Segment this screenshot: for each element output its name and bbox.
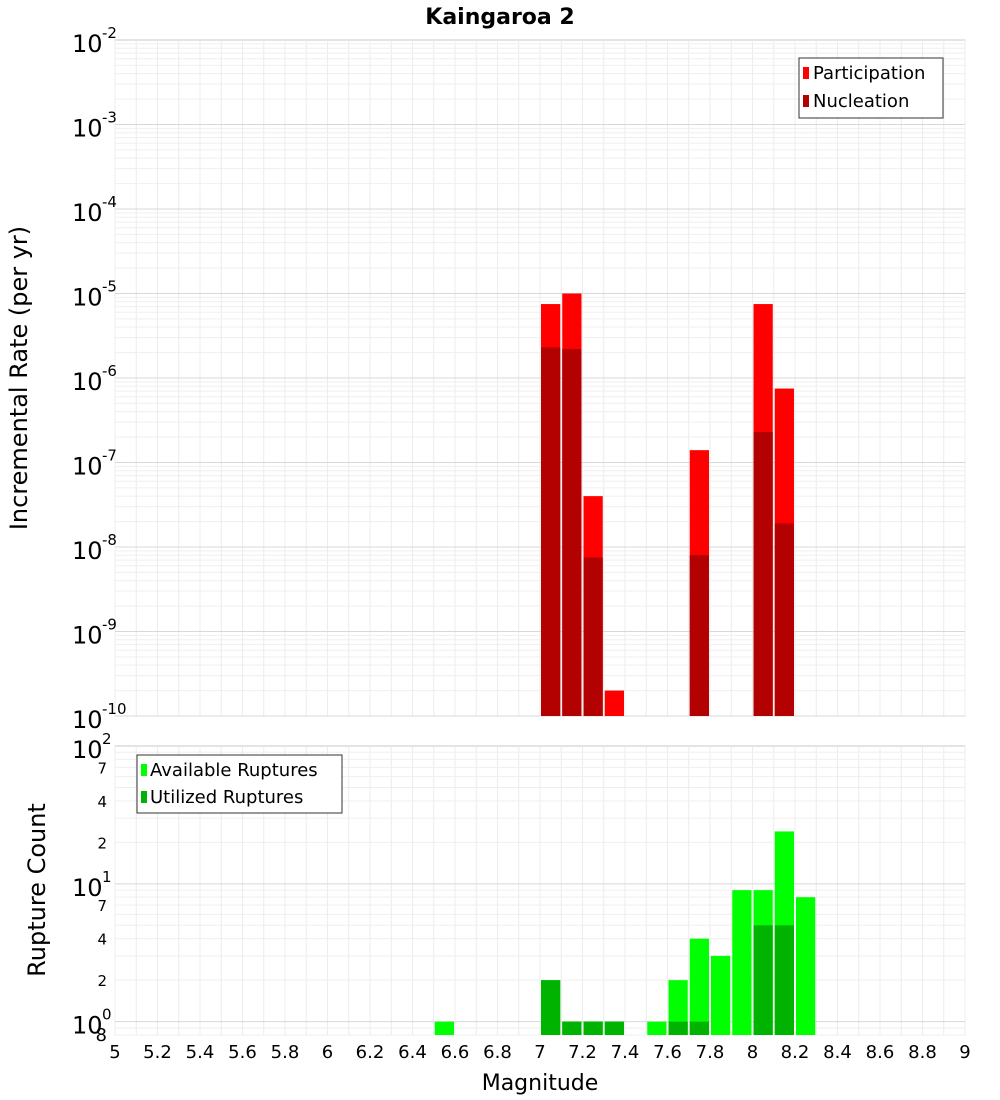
bottom-y-tick-label: 10 bbox=[72, 1012, 103, 1040]
bottom-bar-a bbox=[668, 980, 688, 1035]
top-legend-box bbox=[798, 57, 944, 119]
x-tick-label: 6 bbox=[322, 1042, 333, 1063]
x-tick-label: 8.6 bbox=[866, 1042, 895, 1063]
chart-title: Kaingaroa 2 bbox=[425, 5, 574, 30]
top-bars bbox=[541, 293, 794, 716]
bottom-bar-b bbox=[541, 980, 561, 1035]
top-bar-b bbox=[562, 349, 582, 716]
x-tick-label: 5 bbox=[109, 1042, 120, 1063]
x-tick-label: 7.4 bbox=[611, 1042, 640, 1063]
top-bar-b bbox=[774, 523, 794, 716]
x-axis-label: Magnitude bbox=[482, 1071, 599, 1096]
x-tick-label: 7.2 bbox=[568, 1042, 597, 1063]
x-tick-label: 9 bbox=[959, 1042, 970, 1063]
top-y-tick-exponent: -9 bbox=[102, 616, 117, 634]
top-y-tick-exponent: -5 bbox=[102, 278, 117, 296]
bottom-bar-b bbox=[774, 925, 794, 1035]
legend-utilized: Utilized Ruptures bbox=[150, 787, 303, 808]
top-plot-area: 10-210-310-410-510-610-710-810-910-10 In… bbox=[5, 24, 966, 734]
bottom-y-tick-label: 10 bbox=[72, 736, 103, 764]
bottom-legend: Available Ruptures Utilized Ruptures bbox=[136, 754, 343, 814]
bottom-y-tick-exponent: 1 bbox=[102, 868, 112, 886]
bottom-bar-b bbox=[668, 1021, 688, 1035]
x-tick-label: 7.6 bbox=[653, 1042, 682, 1063]
top-bar-b bbox=[583, 557, 603, 716]
bottom-y-tick-exponent: 0 bbox=[102, 1006, 112, 1024]
top-legend: Participation Nucleation bbox=[798, 57, 944, 119]
x-tick-labels: 5 5.2 5.4 5.6 5.8 6 6.2 6.4 6.6 6.8 7 7.2 7.4 7.6 7.8 8… bbox=[109, 1042, 970, 1063]
bottom-bar-b bbox=[689, 1021, 709, 1035]
bottom-legend-box bbox=[136, 754, 343, 814]
bottom-bar-a bbox=[732, 890, 752, 1035]
bottom-y-minor-label: 4 bbox=[97, 931, 107, 949]
top-y-tick-label: 10 bbox=[72, 622, 103, 650]
bottom-y-minor-label: 2 bbox=[97, 834, 107, 852]
bottom-bar-b bbox=[753, 925, 773, 1035]
top-y-tick-exponent: -10 bbox=[102, 700, 127, 718]
legend-available: Available Ruptures bbox=[150, 760, 318, 781]
bottom-y-minor-label: 8 bbox=[96, 1025, 107, 1046]
top-y-tick-exponent: -2 bbox=[102, 24, 117, 42]
x-tick-label: 8.4 bbox=[823, 1042, 852, 1063]
bottom-bars bbox=[434, 831, 816, 1035]
top-y-tick-label: 10 bbox=[72, 284, 103, 312]
bottom-bar-b bbox=[583, 1021, 603, 1035]
x-tick-label: 6.2 bbox=[356, 1042, 385, 1063]
x-tick-label: 7 bbox=[534, 1042, 545, 1063]
x-tick-label: 6.4 bbox=[398, 1042, 427, 1063]
available-swatch bbox=[141, 764, 147, 776]
bottom-y-minor-label: 2 bbox=[97, 972, 107, 990]
top-y-tick-label: 10 bbox=[72, 30, 103, 58]
top-bar-b bbox=[753, 431, 773, 716]
top-y-tick-label: 10 bbox=[72, 537, 103, 565]
top-y-tick-label: 10 bbox=[72, 706, 103, 734]
x-tick-label: 5.4 bbox=[186, 1042, 215, 1063]
bottom-bar-a bbox=[711, 955, 731, 1035]
bottom-bar-a bbox=[647, 1021, 667, 1035]
bottom-bar-a bbox=[796, 897, 816, 1035]
bottom-bar-b bbox=[604, 1021, 624, 1035]
x-tick-label: 6.6 bbox=[441, 1042, 470, 1063]
bottom-bar-a bbox=[434, 1021, 454, 1035]
x-tick-label: 5.6 bbox=[228, 1042, 257, 1063]
bottom-y-minor-label: 7 bbox=[97, 897, 107, 915]
top-y-tick-exponent: -7 bbox=[102, 447, 117, 465]
top-y-tick-label: 10 bbox=[72, 115, 103, 143]
bottom-y-tick-label: 10 bbox=[72, 874, 103, 902]
top-y-tick-exponent: -8 bbox=[102, 531, 117, 549]
bottom-bar-a bbox=[689, 938, 709, 1035]
x-tick-label: 6.8 bbox=[483, 1042, 512, 1063]
bottom-bar-b bbox=[562, 1021, 582, 1035]
x-tick-label: 5.8 bbox=[271, 1042, 300, 1063]
top-y-tick-exponent: -4 bbox=[102, 193, 117, 211]
top-y-tick-label: 10 bbox=[72, 368, 103, 396]
participation-swatch bbox=[803, 67, 809, 79]
top-y-axis-label: Incremental Rate (per yr) bbox=[5, 226, 33, 530]
top-bar-b bbox=[689, 555, 709, 716]
top-y-tick-label: 10 bbox=[72, 453, 103, 481]
x-tick-label: 8.2 bbox=[781, 1042, 810, 1063]
top-y-tick-label: 10 bbox=[72, 199, 103, 227]
bottom-y-tick-exponent: 2 bbox=[102, 730, 112, 748]
top-bar-b bbox=[541, 347, 561, 716]
top-y-tick-labels: 10-210-310-410-510-610-710-810-910-10 bbox=[72, 24, 127, 734]
utilized-swatch bbox=[141, 791, 147, 803]
nucleation-swatch bbox=[803, 95, 809, 107]
bottom-y-minor-label: 7 bbox=[97, 759, 107, 777]
x-tick-label: 5.2 bbox=[143, 1042, 172, 1063]
legend-participation: Participation bbox=[813, 63, 925, 84]
x-tick-label: 8 bbox=[747, 1042, 758, 1063]
top-gridlines bbox=[114, 40, 966, 717]
top-y-tick-exponent: -6 bbox=[102, 362, 117, 380]
bottom-y-minor-label: 4 bbox=[97, 793, 107, 811]
top-bar-a bbox=[604, 690, 624, 716]
x-tick-label: 8.8 bbox=[908, 1042, 937, 1063]
legend-nucleation: Nucleation bbox=[813, 91, 909, 112]
top-y-tick-exponent: -3 bbox=[102, 109, 117, 127]
bottom-y-axis-label: Rupture Count bbox=[23, 803, 51, 977]
x-tick-label: 7.8 bbox=[696, 1042, 725, 1063]
